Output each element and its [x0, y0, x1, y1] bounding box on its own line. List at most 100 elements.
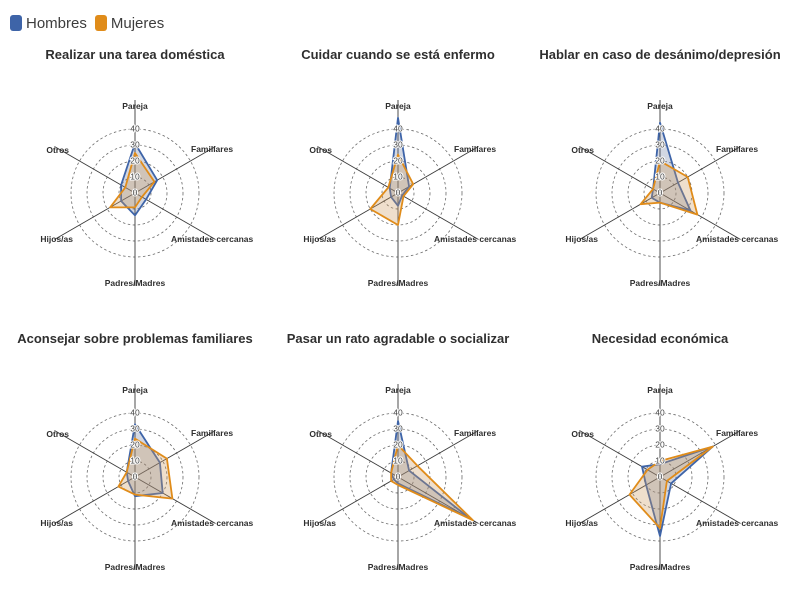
axis-label-otros: Otros	[571, 429, 594, 439]
axis-amistades-cercanas	[659, 476, 741, 524]
axis-label-padres-madres: Padres/Madres	[630, 562, 691, 572]
tick-label-0: 0	[133, 188, 138, 198]
radar-chart-2: Cuidar cuando se está enfermo 0 10 20 30 40 Pa…	[301, 47, 516, 288]
axis-label-pareja: Pareja	[647, 101, 673, 111]
chart-title: Aconsejar sobre problemas familiares	[17, 331, 253, 346]
chart-title: Necesidad económica	[592, 331, 729, 346]
axis-familiares	[134, 146, 216, 194]
tick-label-30: 30	[655, 140, 665, 150]
tick-label-20: 20	[393, 156, 403, 166]
axis-amistades-cercanas	[134, 192, 216, 240]
axis-label-amistades-cercanas: Amistades cercanas	[434, 234, 516, 244]
axis-label-padres-madres: Padres/Madres	[105, 278, 166, 288]
radar-chart-5: Pasar un rato agradable o socializar 0 10 2…	[287, 331, 517, 572]
axis-familiares	[659, 430, 741, 478]
series-mujeres	[369, 153, 415, 226]
grid-ring-10	[118, 176, 152, 210]
axis-label-pareja: Pareja	[122, 101, 148, 111]
legend-item-hombres[interactable]: Hombres	[10, 15, 87, 32]
legend-label-mujeres: Mujeres	[110, 14, 165, 32]
tick-label-10: 10	[655, 456, 665, 466]
axis-label-hijos-as: Hijos/as	[40, 518, 73, 528]
axis-familiares	[659, 146, 741, 194]
axis-amistades-cercanas	[659, 192, 741, 240]
axis-label-otros: Otros	[309, 145, 332, 155]
series-mujeres	[117, 437, 174, 500]
chart-title: Hablar en caso de desánimo/depresión	[539, 47, 780, 62]
tick-label-0: 0	[133, 472, 138, 482]
tick-label-10: 10	[393, 172, 403, 182]
tick-label-0: 0	[658, 188, 663, 198]
axis-otros	[317, 146, 399, 194]
tick-label-20: 20	[655, 440, 665, 450]
tick-label-0: 0	[658, 472, 663, 482]
tick-label-40: 40	[130, 124, 140, 134]
legend-item-mujeres[interactable]: Mujeres	[94, 14, 165, 32]
axis-otros	[579, 146, 661, 194]
axis-label-hijos-as: Hijos/as	[40, 234, 73, 244]
axis-hijos-as	[579, 192, 661, 240]
axis-label-otros: Otros	[46, 145, 69, 155]
axis-amistades-cercanas	[397, 192, 479, 240]
tick-label-30: 30	[130, 424, 140, 434]
tick-label-30: 30	[393, 424, 403, 434]
grid-ring-10	[118, 460, 152, 494]
legend-label-hombres: Hombres	[26, 14, 87, 32]
radar-chart-3: Hablar en caso de desánimo/depresión 0 10 2…	[539, 47, 780, 288]
tick-label-40: 40	[130, 408, 140, 418]
axis-familiares	[397, 430, 479, 478]
tick-label-0: 0	[396, 472, 401, 482]
axis-label-amistades-cercanas: Amistades cercanas	[696, 234, 778, 244]
axis-label-padres-madres: Padres/Madres	[368, 562, 429, 572]
tick-label-30: 30	[393, 140, 403, 150]
chart-title: Cuidar cuando se está enfermo	[301, 47, 495, 62]
axis-label-familiares: Familiares	[191, 144, 233, 154]
radar-chart-6: Necesidad económica 0 10 20 30 40 Pareja Famili…	[565, 331, 778, 572]
axis-label-familiares: Familiares	[454, 428, 496, 438]
axis-label-otros: Otros	[309, 429, 332, 439]
axis-label-otros: Otros	[46, 429, 69, 439]
series-mujeres	[628, 445, 714, 530]
axis-label-pareja: Pareja	[122, 385, 148, 395]
tick-label-20: 20	[393, 440, 403, 450]
series-mujeres	[390, 444, 474, 522]
chart-title: Pasar un rato agradable o socializar	[287, 331, 510, 346]
axis-label-otros: Otros	[571, 145, 594, 155]
axis-label-hijos-as: Hijos/as	[565, 518, 598, 528]
tick-label-10: 10	[130, 456, 140, 466]
grid-ring-10	[643, 176, 677, 210]
axis-label-amistades-cercanas: Amistades cercanas	[696, 518, 778, 528]
axis-otros	[579, 430, 661, 478]
tick-label-10: 10	[393, 456, 403, 466]
axis-label-amistades-cercanas: Amistades cercanas	[434, 518, 516, 528]
grid-ring-10	[643, 460, 677, 494]
axis-hijos-as	[317, 476, 399, 524]
axis-label-hijos-as: Hijos/as	[565, 234, 598, 244]
tick-label-40: 40	[655, 124, 665, 134]
axis-label-hijos-as: Hijos/as	[303, 234, 336, 244]
axis-hijos-as	[317, 192, 399, 240]
tick-label-40: 40	[655, 408, 665, 418]
tick-label-40: 40	[393, 408, 403, 418]
axis-label-amistades-cercanas: Amistades cercanas	[171, 234, 253, 244]
legend-swatch-mujeres	[94, 15, 107, 31]
tick-label-10: 10	[655, 172, 665, 182]
axis-label-familiares: Familiares	[716, 144, 758, 154]
axis-otros	[54, 430, 136, 478]
tick-label-20: 20	[130, 156, 140, 166]
chart-title: Realizar una tarea doméstica	[45, 47, 225, 62]
axis-hijos-as	[54, 476, 136, 524]
axis-label-amistades-cercanas: Amistades cercanas	[171, 518, 253, 528]
tick-label-20: 20	[130, 440, 140, 450]
axis-label-padres-madres: Padres/Madres	[368, 278, 429, 288]
grid-ring-10	[381, 176, 415, 210]
axis-label-pareja: Pareja	[647, 385, 673, 395]
chart-legend: Hombres Mujeres	[10, 12, 164, 34]
tick-label-10: 10	[130, 172, 140, 182]
axis-familiares	[134, 430, 216, 478]
series-hombres	[388, 116, 411, 207]
radar-chart-1: Realizar una tarea doméstica 0 10 20 30 40 Par…	[40, 47, 253, 288]
series-mujeres	[639, 160, 699, 216]
axis-label-familiares: Familiares	[454, 144, 496, 154]
